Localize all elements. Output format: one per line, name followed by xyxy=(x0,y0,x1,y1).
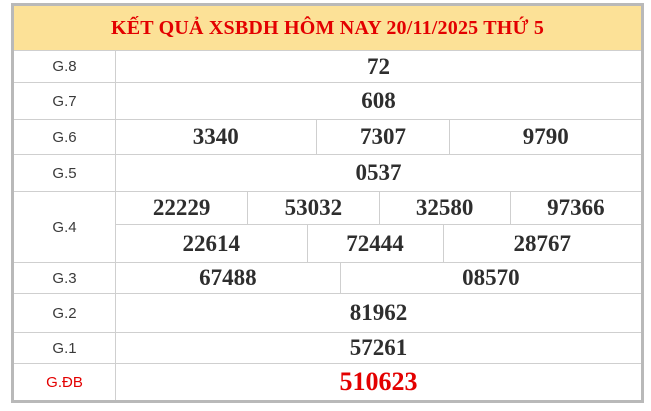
prize-value: 08570 xyxy=(339,263,641,293)
prize-label-g1: G.1 xyxy=(14,333,116,363)
table-row-g7: G.7 608 xyxy=(14,82,641,119)
prize-value: 22229 xyxy=(152,195,211,220)
g4-subrow-bottom: 22614 72444 28767 xyxy=(116,225,641,262)
prize-label-g3: G.3 xyxy=(14,263,116,293)
prize-value: 53032 xyxy=(247,192,378,224)
prize-value: 7307 xyxy=(315,120,450,154)
prize-value: 67488 xyxy=(199,265,257,290)
table-row-gdb: G.ĐB 510623 xyxy=(14,363,641,400)
prize-value: 97366 xyxy=(509,192,641,224)
table-row-g1: G.1 57261 xyxy=(14,332,641,363)
prize-label-g7: G.7 xyxy=(14,83,116,119)
prize-value: 32580 xyxy=(378,192,510,224)
table-row-g8: G.8 72 xyxy=(14,50,641,82)
prize-value: 9790 xyxy=(449,120,641,154)
prize-value: 3340 xyxy=(192,124,239,149)
prize-value: 608 xyxy=(361,88,396,113)
table-row-g5: G.5 0537 xyxy=(14,154,641,191)
prize-label-g2: G.2 xyxy=(14,294,116,332)
prize-label-g4: G.4 xyxy=(14,192,116,262)
table-row-g3: G.3 67488 08570 xyxy=(14,262,641,293)
table-row-g2: G.2 81962 xyxy=(14,293,641,332)
lottery-results-table: KẾT QUẢ XSBDH HÔM NAY 20/11/2025 THỨ 5 G… xyxy=(11,3,644,403)
prize-value: 72444 xyxy=(306,225,443,262)
prize-label-g5: G.5 xyxy=(14,155,116,191)
g4-subrow-top: 22229 53032 32580 97366 xyxy=(116,192,641,225)
prize-label-gdb: G.ĐB xyxy=(14,364,116,400)
prize-label-g6: G.6 xyxy=(14,120,116,154)
prize-label-g8: G.8 xyxy=(14,51,116,82)
prize-value: 22614 xyxy=(182,230,241,256)
prize-value: 57261 xyxy=(349,335,408,360)
jackpot-value: 510623 xyxy=(339,367,418,396)
table-row-g4: G.4 22229 53032 32580 97366 22614 72444 … xyxy=(14,191,641,262)
prize-value: 0537 xyxy=(355,160,402,185)
prize-value: 72 xyxy=(367,53,390,79)
table-title: KẾT QUẢ XSBDH HÔM NAY 20/11/2025 THỨ 5 xyxy=(14,6,641,50)
prize-value: 81962 xyxy=(349,300,408,325)
prize-value: 28767 xyxy=(442,225,641,262)
table-row-g6: G.6 3340 7307 9790 xyxy=(14,119,641,154)
